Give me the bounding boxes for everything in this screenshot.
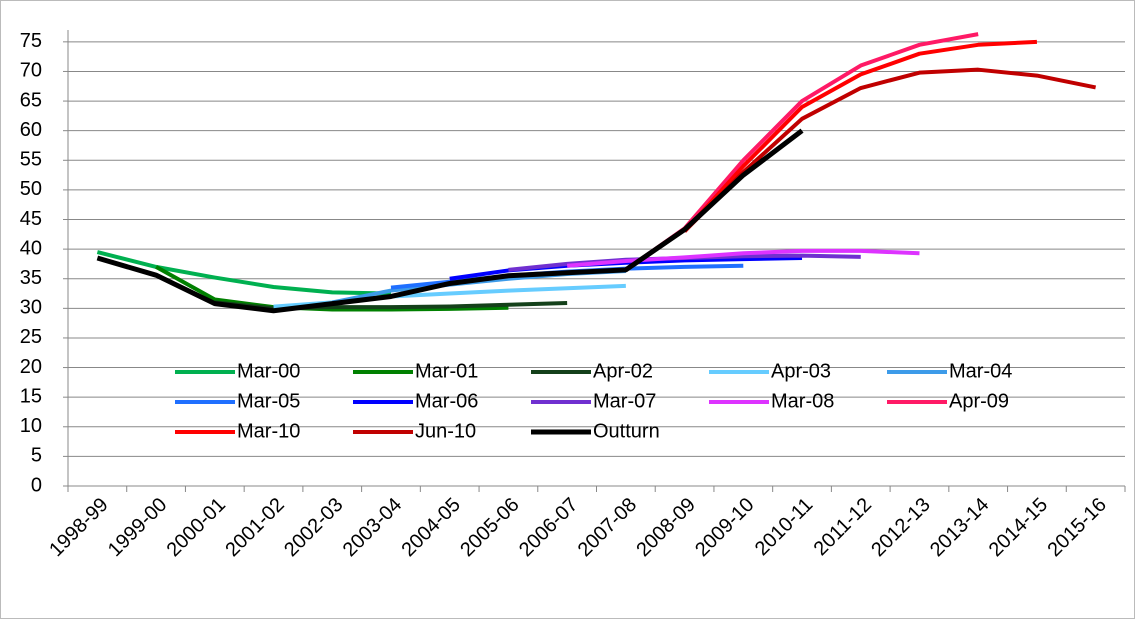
y-tick-label: 55	[20, 149, 42, 171]
legend-label: Mar-01	[415, 360, 478, 382]
y-tick-label: 25	[20, 326, 42, 348]
legend-label: Mar-10	[237, 420, 300, 442]
y-tick-label: 45	[20, 208, 42, 230]
y-tick-label: 5	[31, 445, 42, 467]
y-tick-label: 35	[20, 267, 42, 289]
legend-label: Outturn	[593, 420, 660, 442]
series-line	[683, 67, 1097, 233]
legend-label: Mar-00	[237, 360, 300, 382]
legend-label: Mar-04	[949, 360, 1012, 382]
y-tick-label: 40	[20, 237, 42, 259]
y-tick-label: 65	[20, 89, 42, 111]
y-tick-label: 20	[20, 356, 42, 378]
legend-label: Apr-02	[593, 360, 653, 382]
y-tick-label: 0	[31, 474, 42, 496]
series-line	[96, 250, 392, 296]
legend-label: Mar-07	[593, 390, 656, 412]
series-line	[155, 265, 509, 312]
series-line	[566, 248, 920, 268]
y-tick-label: 70	[20, 60, 42, 82]
legend-label: Jun-10	[415, 420, 476, 442]
legend-label: Mar-08	[771, 390, 834, 412]
legend-label: Mar-06	[415, 390, 478, 412]
series-line	[683, 39, 1038, 233]
y-tick-label: 30	[20, 297, 42, 319]
y-tick-label: 50	[20, 178, 42, 200]
legend-label: Apr-03	[771, 360, 831, 382]
y-tick-label: 15	[20, 385, 42, 407]
y-tick-label: 60	[20, 119, 42, 141]
y-tick-label: 10	[20, 415, 42, 437]
legend-label: Mar-05	[237, 390, 300, 412]
legend-label: Apr-09	[949, 390, 1009, 412]
y-tick-label: 75	[20, 30, 42, 52]
series-line	[96, 128, 804, 314]
